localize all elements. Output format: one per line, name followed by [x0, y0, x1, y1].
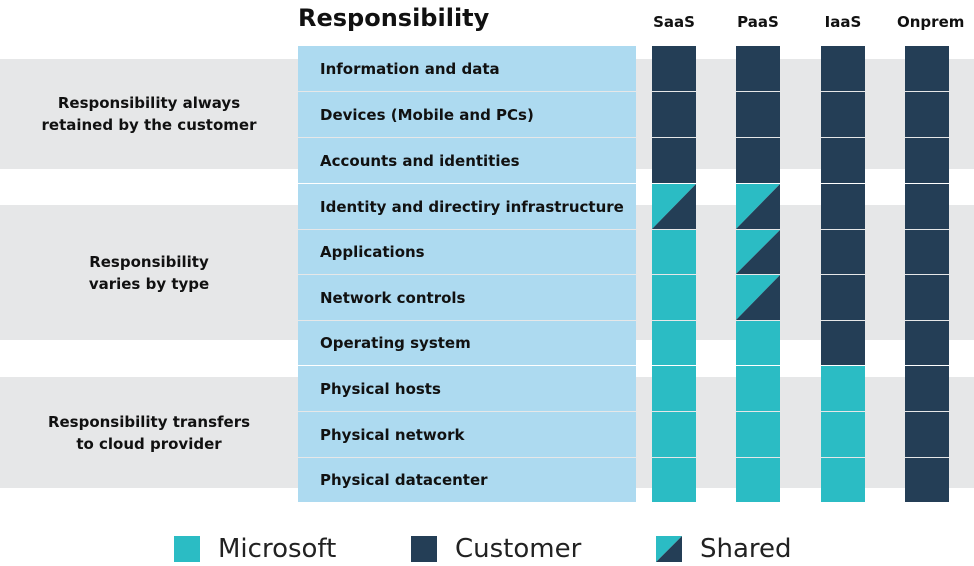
cell-saas-microsoft	[652, 412, 696, 457]
responsibility-heading: Responsibility	[298, 4, 490, 32]
legend-swatch-shared	[656, 536, 682, 562]
cell-paas-microsoft	[736, 412, 780, 457]
cell-onprem-customer	[905, 184, 949, 229]
cell-iaas-customer	[821, 275, 865, 320]
group-label-provider: Responsibility transfers to cloud provide…	[0, 377, 298, 488]
legend-shared: Shared	[656, 532, 792, 566]
group-label-line: to cloud provider	[76, 434, 222, 453]
cell-paas-microsoft	[736, 366, 780, 411]
cell-onprem-customer	[905, 92, 949, 137]
cell-saas-microsoft	[652, 230, 696, 274]
legend-customer: Customer	[411, 532, 581, 566]
cell-iaas-customer	[821, 46, 865, 91]
row-label: Applications	[298, 230, 636, 274]
row-label: Network controls	[298, 275, 636, 320]
cell-onprem-customer	[905, 46, 949, 91]
cell-onprem-customer	[905, 412, 949, 457]
cell-saas-shared	[652, 184, 696, 229]
legend-label-microsoft: Microsoft	[218, 534, 337, 564]
column-header-paas: PaaS	[737, 13, 779, 31]
row-label: Accounts and identities	[298, 138, 636, 183]
cell-iaas-customer	[821, 321, 865, 365]
row-label: Identity and directiry infrastructure	[298, 184, 636, 229]
cell-paas-customer	[736, 46, 780, 91]
cell-paas-customer	[736, 92, 780, 137]
group-label-line: Responsibility	[89, 252, 209, 271]
cell-onprem-customer	[905, 138, 949, 183]
group-label-customer: Responsibility always retained by the cus…	[0, 59, 298, 169]
row-label: Physical datacenter	[298, 458, 636, 502]
cell-onprem-customer	[905, 458, 949, 502]
group-label-line: retained by the customer	[41, 116, 257, 134]
group-label-line: Responsibility transfers	[47, 412, 251, 431]
cell-paas-customer	[736, 138, 780, 183]
column-header-onprem: Onprem	[897, 13, 965, 31]
legend-label-shared: Shared	[700, 534, 792, 564]
row-label: Physical hosts	[298, 366, 636, 411]
cell-saas-microsoft	[652, 275, 696, 320]
cell-iaas-customer	[821, 138, 865, 183]
cell-iaas-customer	[821, 92, 865, 137]
cell-paas-microsoft	[736, 458, 780, 502]
group-label-line: Responsibility always	[57, 94, 241, 112]
legend-microsoft: Microsoft	[174, 532, 336, 566]
cell-iaas-microsoft	[821, 412, 865, 457]
cell-paas-microsoft	[736, 321, 780, 365]
cell-onprem-customer	[905, 321, 949, 365]
column-header-iaas: IaaS	[824, 13, 862, 31]
column-header-saas: SaaS	[653, 13, 695, 31]
cell-paas-shared	[736, 230, 780, 274]
cell-saas-microsoft	[652, 321, 696, 365]
cell-iaas-customer	[821, 184, 865, 229]
cell-saas-customer	[652, 46, 696, 91]
cell-iaas-microsoft	[821, 458, 865, 502]
cell-saas-microsoft	[652, 458, 696, 502]
row-label: Operating system	[298, 321, 636, 365]
row-label: Devices (Mobile and PCs)	[298, 92, 636, 137]
legend-label-customer: Customer	[455, 534, 582, 564]
cell-saas-customer	[652, 92, 696, 137]
cell-onprem-customer	[905, 366, 949, 411]
legend-swatch-microsoft	[174, 536, 200, 562]
cell-onprem-customer	[905, 275, 949, 320]
cell-iaas-customer	[821, 230, 865, 274]
cell-onprem-customer	[905, 230, 949, 274]
legend-swatch-customer	[411, 536, 437, 562]
row-label: Information and data	[298, 46, 636, 91]
cell-iaas-microsoft	[821, 366, 865, 411]
group-label-line: varies by type	[88, 274, 210, 293]
cell-paas-shared	[736, 184, 780, 229]
row-label: Physical network	[298, 412, 636, 457]
cell-saas-customer	[652, 138, 696, 183]
cell-paas-shared	[736, 275, 780, 320]
group-label-varies: Responsibility varies by type	[0, 205, 298, 340]
cell-saas-microsoft	[652, 366, 696, 411]
